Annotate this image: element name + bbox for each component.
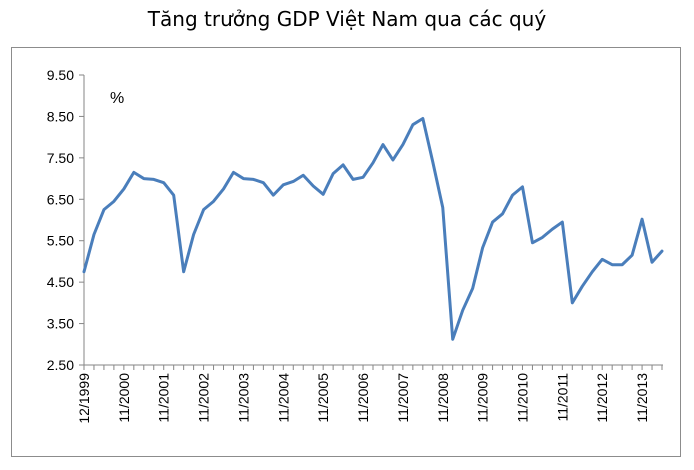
x-tick-label: 11/2002	[196, 373, 212, 423]
x-tick-label: 11/2005	[315, 373, 331, 423]
y-tick-label: 6.50	[47, 191, 74, 207]
y-tick-label: 8.50	[47, 108, 74, 124]
x-tick-label: 11/2013	[634, 373, 650, 423]
x-tick-label: 11/2000	[116, 373, 132, 423]
chart-frame	[11, 47, 681, 457]
x-tick-label: 11/2009	[475, 373, 491, 423]
y-tick-label: 2.50	[47, 357, 74, 373]
x-tick-label: 11/2001	[156, 373, 172, 423]
gdp-growth-line	[82, 117, 664, 341]
x-tick-label: 11/2010	[514, 373, 530, 423]
axes	[79, 74, 663, 370]
y-tick-label: 7.50	[47, 150, 74, 166]
x-tick-label: 11/2008	[435, 373, 451, 423]
x-tick-label: 11/2003	[235, 373, 251, 423]
x-tick-label: 11/2007	[395, 373, 411, 423]
x-tick-label: 11/2006	[355, 373, 371, 423]
y-tick-label: 3.50	[47, 316, 74, 332]
x-tick-label: 11/2004	[275, 373, 291, 423]
series-group	[82, 117, 664, 341]
y-tick-labels: 9.50 8.50 7.50 6.50 5.50 4.50 3.50 2.50	[47, 67, 74, 373]
x-tick-labels: 12/1999 11/2000 11/2001 11/2002 11/2003 11/20…	[76, 373, 650, 424]
x-tick-label: 12/1999	[76, 373, 92, 424]
chart-title: Tăng trưởng GDP Việt Nam qua các quý	[147, 7, 547, 31]
y-tick-label: 4.50	[47, 274, 74, 290]
y-tick-label: 9.50	[47, 67, 74, 83]
y-unit-label: %	[110, 90, 124, 107]
y-tick-label: 5.50	[47, 233, 74, 249]
x-tick-label: 11/2012	[594, 373, 610, 423]
x-tick-label: 11/2011	[554, 373, 570, 422]
